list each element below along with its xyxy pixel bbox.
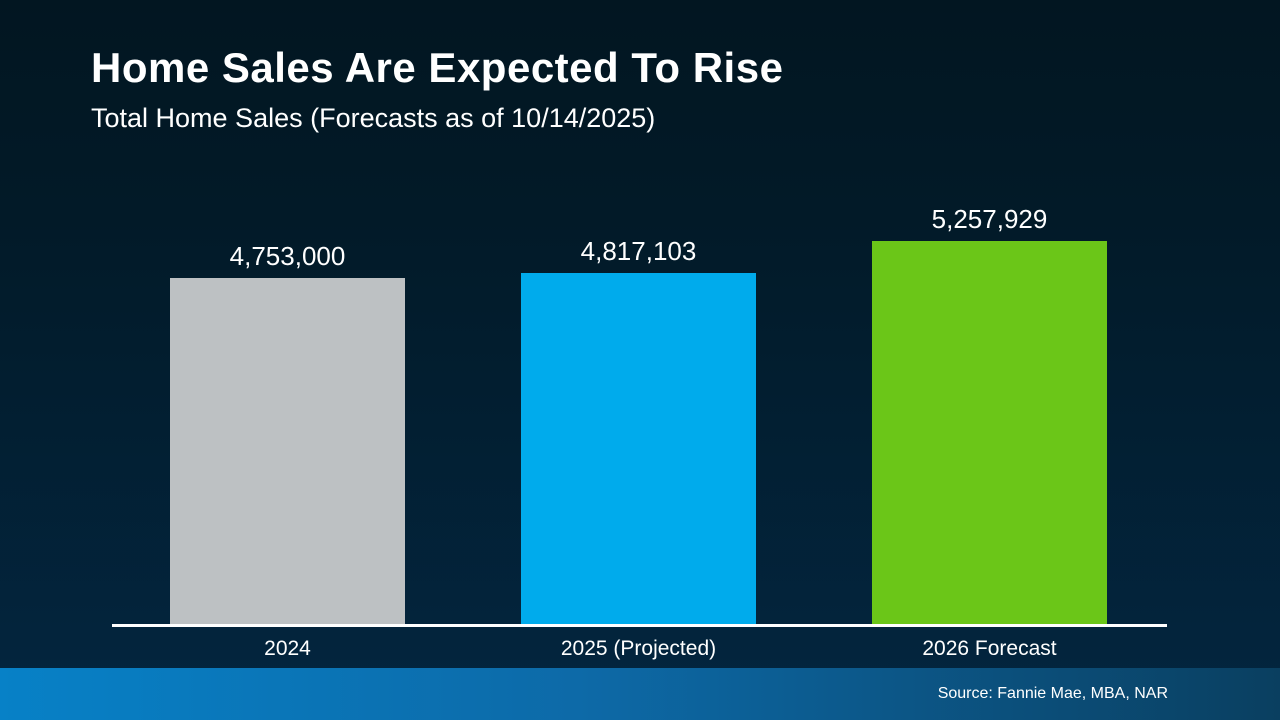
bar-category-label: 2024 [264, 637, 311, 660]
bar-value-label: 4,817,103 [580, 236, 697, 266]
bar-2024 [170, 278, 405, 625]
x-axis-line [112, 624, 1167, 627]
bar-category-label: 2026 Forecast [922, 637, 1057, 660]
page-title: Home Sales Are Expected To Rise [91, 44, 784, 91]
bar-2025-projected [521, 273, 756, 625]
footer-bar: Source: Fannie Mae, MBA, NAR [0, 668, 1280, 720]
bar-2026-forecast [872, 241, 1107, 625]
source-text: Source: Fannie Mae, MBA, NAR [937, 685, 1168, 702]
page-subtitle: Total Home Sales (Forecasts as of 10/14/… [91, 103, 656, 133]
bar-value-label: 5,257,929 [931, 204, 1048, 234]
bar-value-label: 4,753,000 [229, 241, 346, 271]
bar-category-label: 2025 (Projected) [560, 637, 717, 660]
